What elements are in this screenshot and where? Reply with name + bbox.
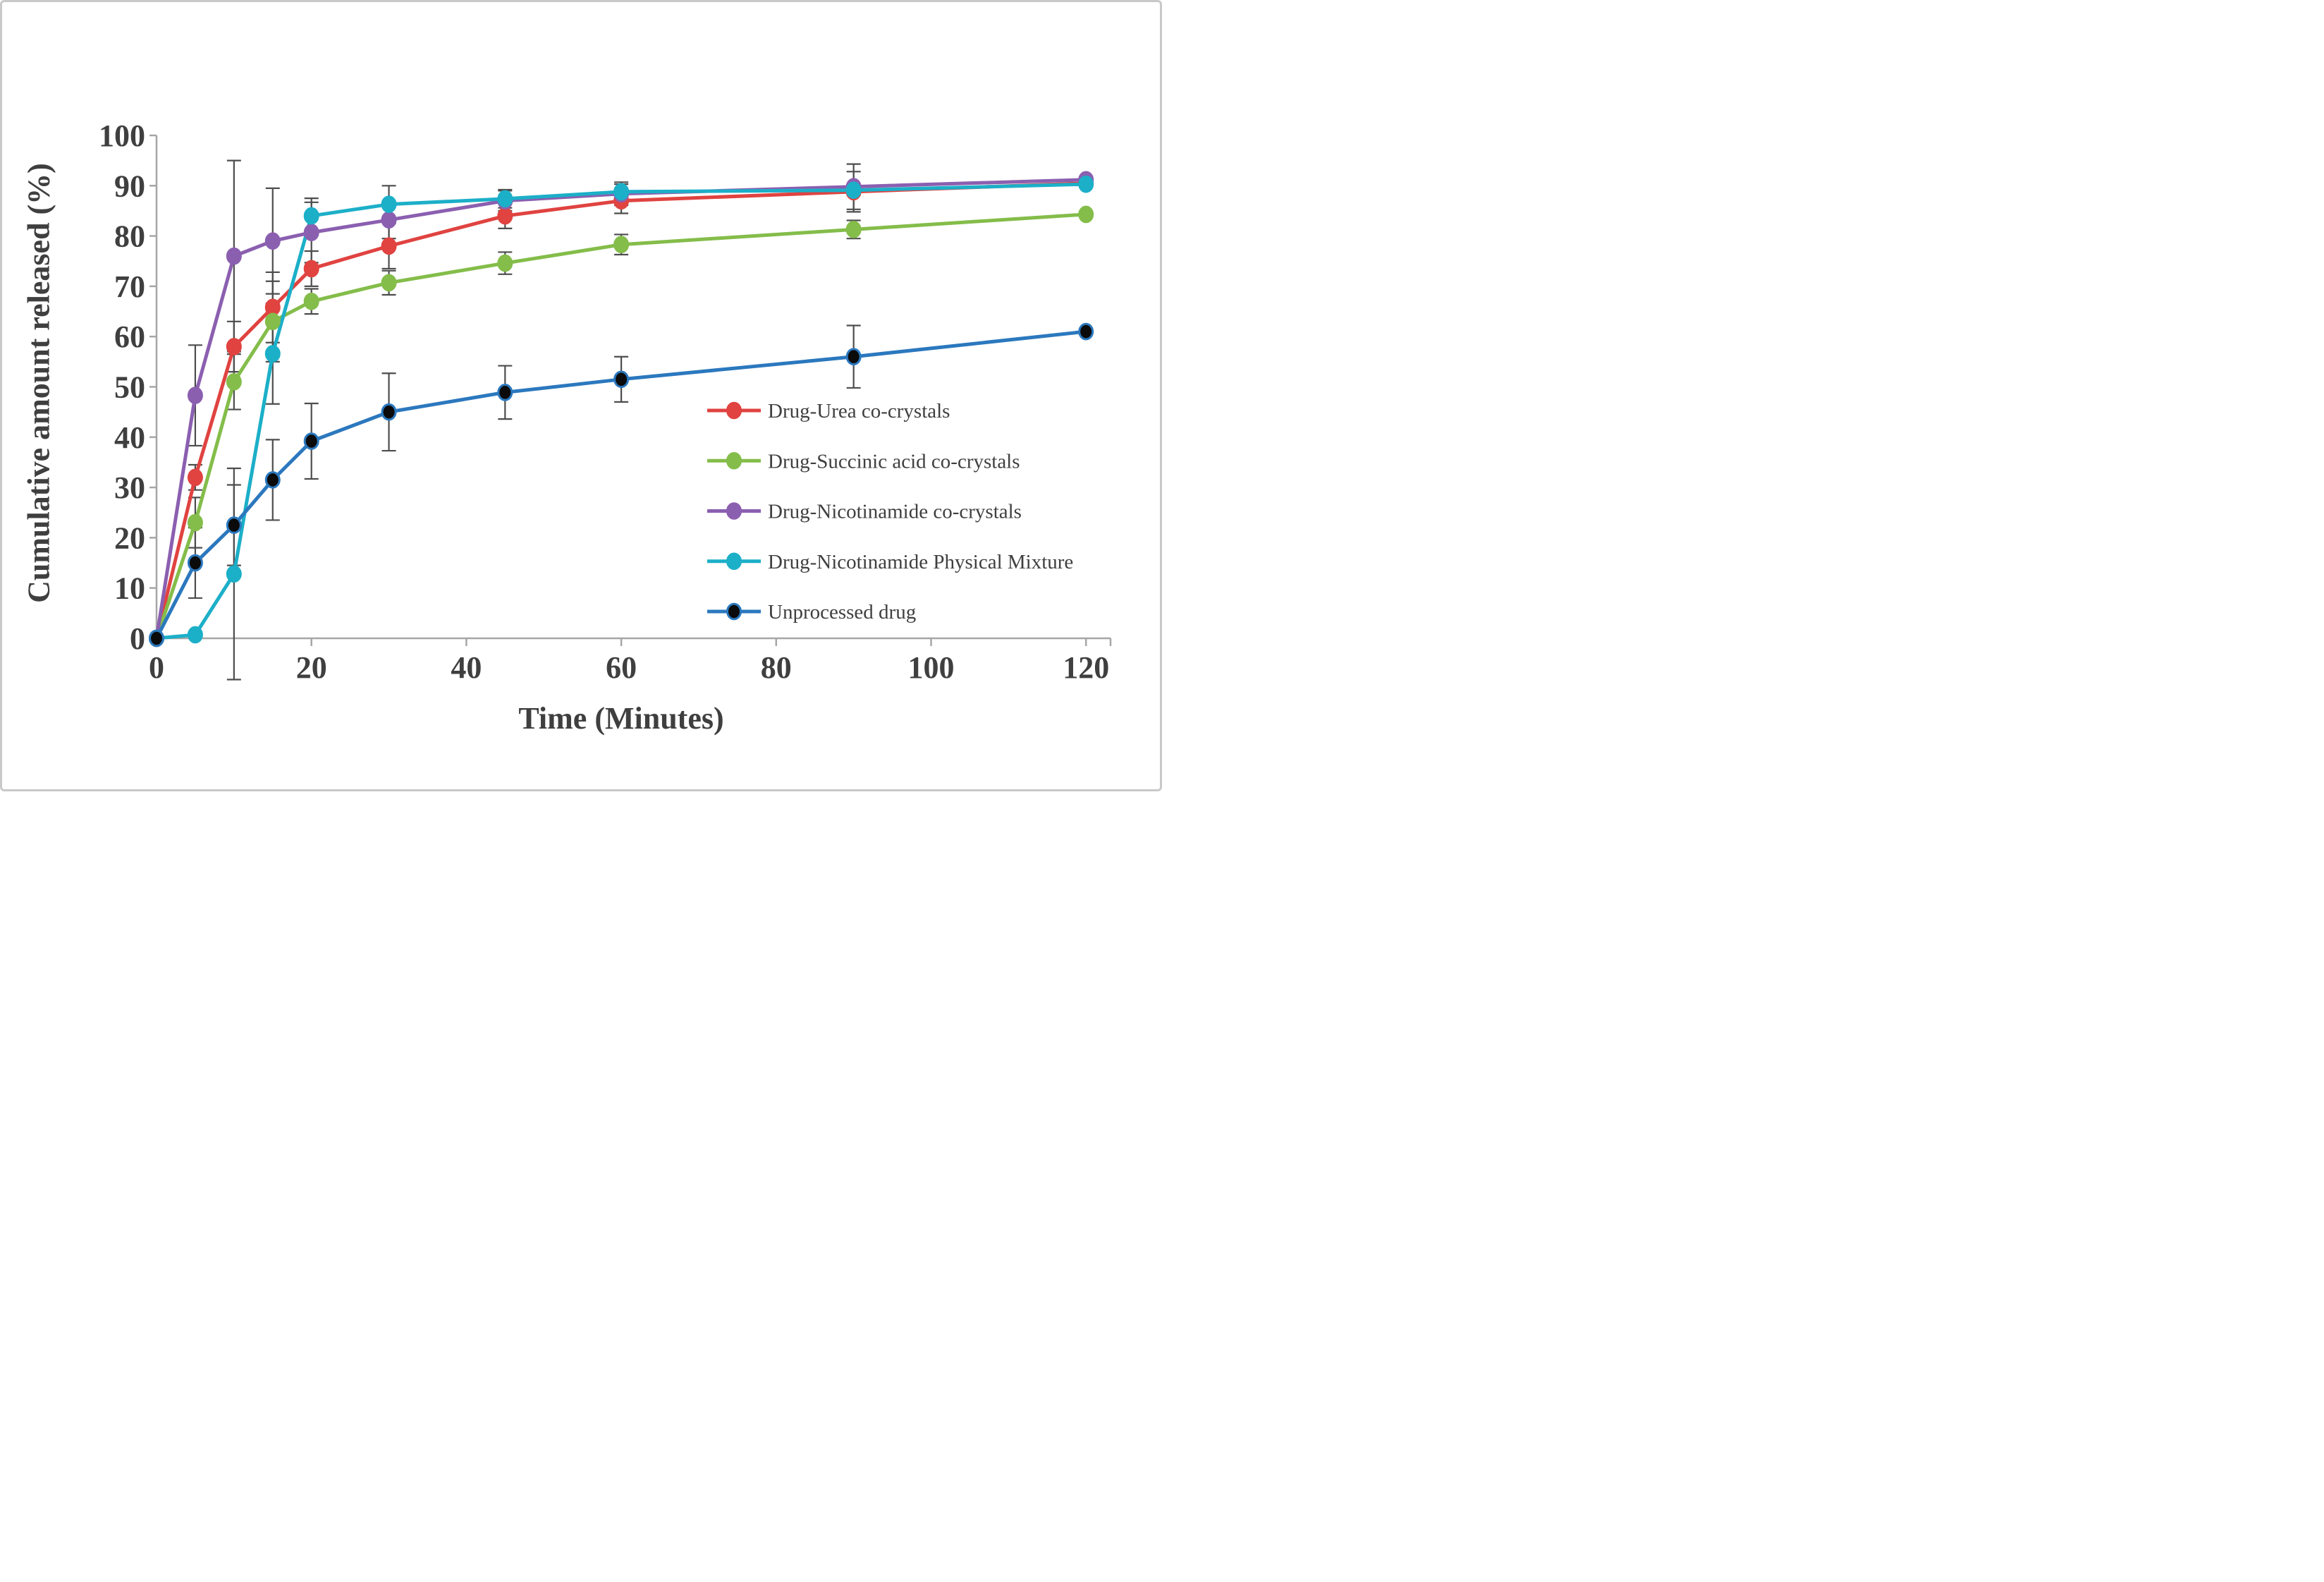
y-tick-label: 90 [114,169,145,203]
data-point-series5-t30 [381,403,397,421]
dissolution-profile-chart: 0 10 20 30 40 50 60 70 80 90 100 0 20 40 60 80 100 120 Dru… [99,118,1112,685]
data-point-series5-t15 [264,471,281,489]
data-point-series2-t5 [187,513,203,532]
data-point-series5-t5 [187,554,203,572]
legend-item-4: Drug-Nicotinamide Physical Mixture [707,551,1073,573]
data-point-series2-t30 [381,274,397,292]
data-point-series2-t45 [497,254,513,272]
data-point-series3-t5 [187,387,203,404]
y-tick-label: 100 [99,118,145,153]
legend-label: Drug-Urea co-crystals [768,400,950,422]
data-point-series5-t60 [613,370,630,389]
series-line-2 [154,212,1088,640]
data-point-series1-t10 [226,338,242,355]
legend-marker [726,502,742,520]
data-point-series2-t90 [845,221,862,238]
y-tick-label: 50 [114,370,145,405]
data-point-series5-t120 [1078,322,1094,341]
x-tick-label: 60 [606,650,637,685]
x-tick-label: 100 [908,650,955,685]
series-line-1 [154,181,1088,640]
data-point-series2-t10 [226,373,242,391]
legend-item-5: Unprocessed drug [707,601,916,623]
data-point-series5-t90 [845,348,862,366]
x-tick-label: 120 [1063,650,1109,685]
y-axis-title: Cumulative amount released (%) [21,163,56,603]
data-point-series5-t20 [303,432,319,450]
legend-marker [726,401,742,420]
legend-label: Unprocessed drug [768,601,916,623]
data-point-series4-t20 [303,207,319,225]
data-point-series1-t45 [497,207,513,225]
data-point-series2-t120 [1078,205,1094,224]
data-point-series3-t15 [264,232,281,250]
data-point-series1-t15 [264,298,281,317]
x-axis-title: Time (Minutes) [518,701,724,736]
data-point-series4-t90 [845,181,862,200]
y-tick-label: 80 [114,219,145,254]
legend-marker [726,552,742,571]
data-point-series4-t5 [187,626,203,644]
data-point-series3-t10 [226,247,242,265]
legend: Drug-Urea co-crystals Drug-Succinic acid … [707,400,1073,623]
y-tick-label: 0 [130,621,145,656]
legend-marker [726,602,742,621]
x-tick-label: 20 [296,650,327,685]
legend-marker [726,451,742,470]
data-point-series2-t20 [303,292,319,310]
legend-item-3: Drug-Nicotinamide co-crystals [707,501,1022,523]
series-line-5 [154,329,1088,640]
data-point-series1-t5 [187,468,203,487]
x-tick-label: 40 [451,650,482,685]
legend-label: Drug-Nicotinamide co-crystals [768,501,1022,523]
data-point-series5-t45 [497,384,513,401]
data-point-series4-t10 [226,565,242,583]
x-tick-label: 80 [761,650,792,685]
y-tick-label: 70 [114,269,145,304]
y-tick-label: 60 [114,320,145,354]
y-tick-label: 40 [114,420,145,455]
figure: 0 10 20 30 40 50 60 70 80 90 100 0 20 40 60 80 100 120 Dru… [0,0,1162,791]
data-point-series3-t30 [381,211,397,229]
y-tick-label: 30 [114,470,145,505]
x-tick-label: 0 [149,650,164,685]
data-point-series1-t30 [381,237,397,255]
legend-label: Drug-Nicotinamide Physical Mixture [768,551,1073,573]
legend-item-2: Drug-Succinic acid co-crystals [707,450,1020,473]
data-point-series2-t60 [613,236,630,254]
legend-item-1: Drug-Urea co-crystals [707,400,950,422]
data-point-series4-t45 [497,190,513,208]
y-tick-label: 20 [114,521,145,555]
data-point-series5-t0 [149,629,164,647]
data-point-series5-t10 [226,516,242,534]
data-point-series1-t20 [303,260,319,278]
series-line-4 [154,182,1088,640]
data-point-series2-t15 [264,312,281,331]
data-point-series3-t20 [303,224,319,241]
y-tick-label: 10 [114,571,145,606]
legend-label: Drug-Succinic acid co-crystals [768,450,1020,473]
data-point-series4-t60 [613,183,630,201]
data-point-series4-t30 [381,195,397,213]
data-point-series4-t120 [1078,175,1094,193]
data-point-series4-t15 [264,345,281,363]
